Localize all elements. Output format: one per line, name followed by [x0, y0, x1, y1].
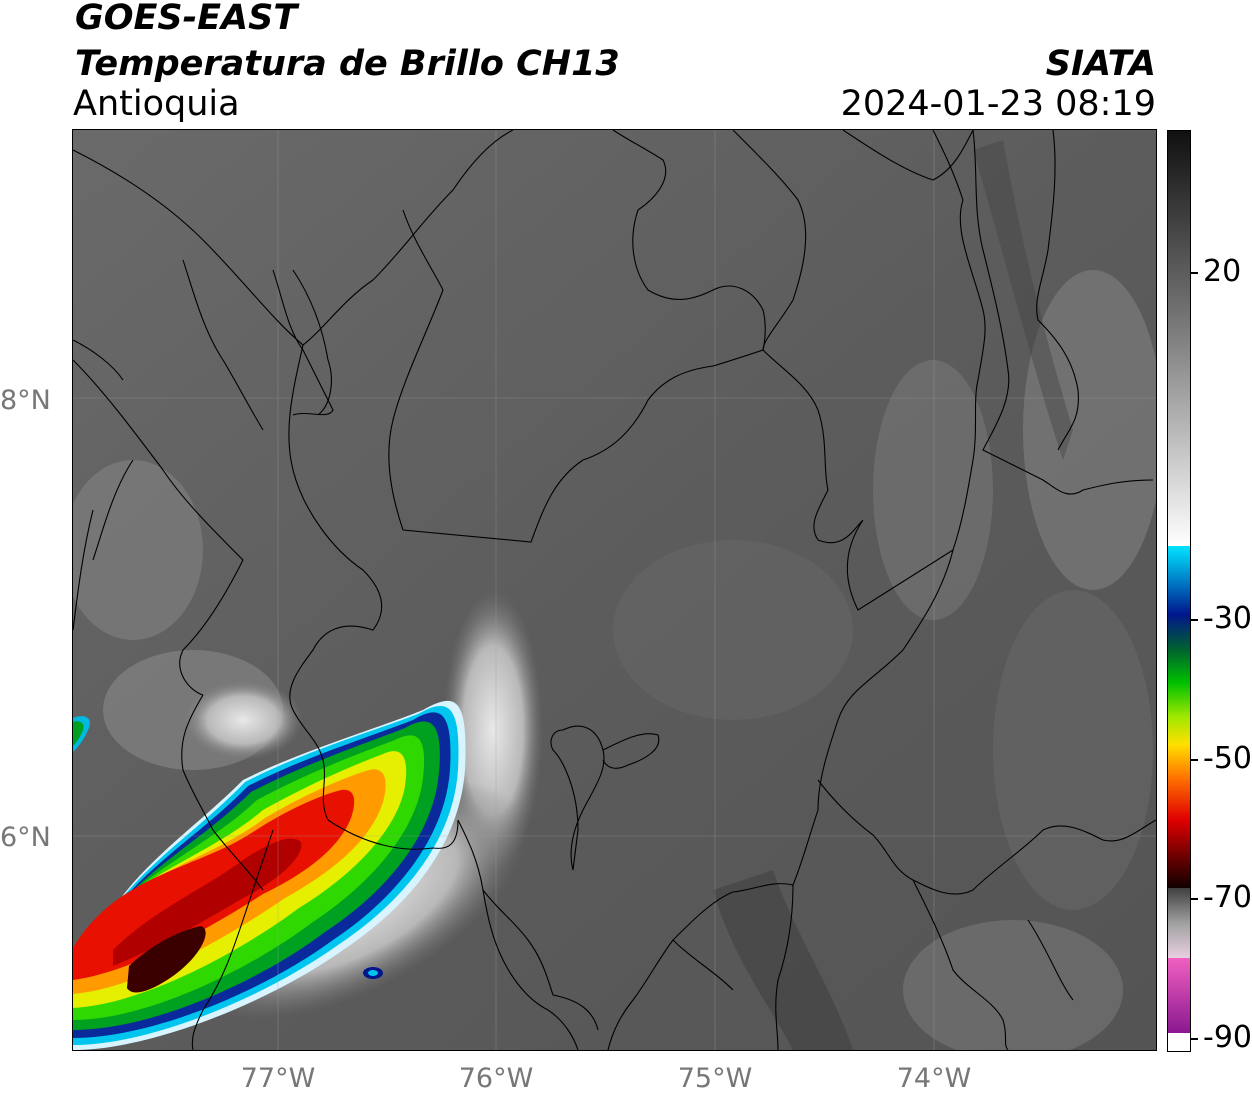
dark-ridge — [973, 140, 1073, 460]
colorbar — [1167, 130, 1191, 1052]
colorbar-tick — [1190, 272, 1198, 274]
colorbar-label-minus90: -90 — [1203, 1020, 1252, 1055]
datetime-label: 2024-01-23 08:19 — [840, 84, 1156, 124]
organization-label: SIATA — [1045, 44, 1156, 84]
longitude-label-75w: 75°W — [677, 1063, 753, 1094]
dark-valley — [713, 870, 853, 1050]
colorbar-label-minus70: -70 — [1203, 880, 1252, 915]
colorbar-label-minus50: -50 — [1203, 741, 1252, 776]
light-area — [903, 920, 1123, 1050]
colorbar-label-minus30: -30 — [1203, 601, 1252, 636]
light-area — [873, 360, 993, 620]
longitude-label-74w: 74°W — [896, 1063, 972, 1094]
light-area — [993, 590, 1153, 910]
colorbar-label-20: 20 — [1203, 254, 1242, 289]
longitude-label-76w: 76°W — [458, 1063, 534, 1094]
boundaries — [73, 130, 1156, 1050]
product-title: Temperatura de Brillo CH13 — [75, 44, 620, 84]
cloud-halo — [183, 680, 303, 760]
light-area — [73, 460, 203, 640]
latitude-label-8n: 8°N — [0, 385, 51, 416]
satellite-map[interactable] — [73, 130, 1156, 1050]
map-canvas — [73, 130, 1156, 1050]
longitude-label-77w: 77°W — [240, 1063, 316, 1094]
region-label: Antioquia — [73, 84, 240, 124]
storm-system — [73, 700, 466, 1050]
colorbar-tick — [1190, 1038, 1198, 1040]
light-area — [613, 540, 853, 720]
colorbar-tick — [1190, 898, 1198, 900]
satellite-title: GOES-EAST — [75, 0, 298, 38]
latitude-label-6n: 6°N — [0, 822, 51, 853]
colorbar-tick — [1190, 619, 1198, 621]
colorbar-tick — [1190, 759, 1198, 761]
light-area — [1023, 270, 1156, 590]
